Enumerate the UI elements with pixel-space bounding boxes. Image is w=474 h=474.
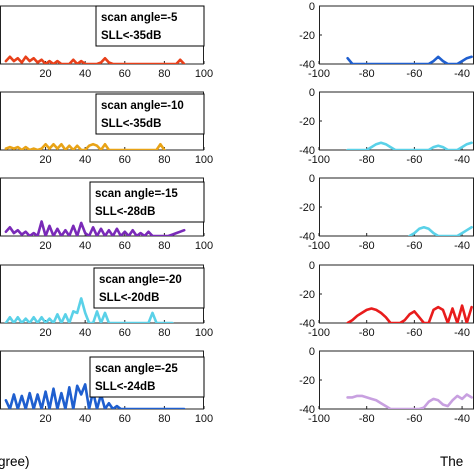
annotation-scan-angle: scan angle=-5: [101, 12, 178, 24]
annotation-box: [93, 267, 205, 309]
y-tick-label: -40: [299, 59, 315, 71]
x-tick-label: -80: [359, 154, 375, 166]
x-tick-label: 80: [158, 154, 170, 166]
y-tick-label: -40: [299, 404, 315, 416]
x-tick-label: -80: [359, 68, 375, 80]
x-tick-label: 60: [119, 327, 131, 339]
series-line: [346, 141, 473, 150]
x-tick-label: -100: [308, 327, 330, 339]
annotation-sll: SLL<-35dB: [101, 118, 161, 130]
annotation-box: [95, 93, 205, 135]
chart-panel-right-1: -100 -80 -60 -40 0 -20 -40: [299, 1, 474, 80]
series-line: [408, 226, 473, 236]
x-tick-label: 60: [119, 68, 131, 80]
x-tick-label: -80: [359, 413, 375, 425]
y-tick-label: -40: [299, 318, 315, 330]
x-tick-label: 60: [119, 240, 131, 252]
x-tick-label: 80: [158, 240, 170, 252]
x-tick-label: 80: [158, 327, 170, 339]
x-tick-label: -40: [454, 413, 470, 425]
x-tick-label: -40: [454, 68, 470, 80]
x-tick-label: -40: [454, 154, 470, 166]
series-line: [4, 142, 166, 150]
series-line: [346, 55, 473, 64]
x-tick-label: -100: [308, 240, 330, 252]
chart-panel-left-1: 20 40 60 80 100 scan angle=-5 SLL<-35dB: [0, 5, 213, 80]
y-tick-label: 0: [309, 173, 315, 185]
chart-panel-right-4: -100 -80 -60 -40 0 -20 -40: [299, 260, 474, 339]
annotation-box: [89, 181, 205, 223]
x-tick-label: 100: [195, 154, 213, 166]
x-tick-label: 20: [39, 240, 51, 252]
y-tick-label: -40: [299, 145, 315, 157]
series-line: [346, 304, 473, 323]
annotation-scan-angle: scan angle=-20: [99, 274, 182, 286]
annotation-box: [95, 5, 205, 47]
series-line: [346, 393, 473, 409]
annotation-sll: SLL<-28dB: [95, 206, 155, 218]
y-tick-label: -20: [299, 116, 315, 128]
x-tick-label: 100: [195, 68, 213, 80]
x-tick-label: 40: [79, 413, 91, 425]
series-line: [4, 220, 186, 236]
annotation-scan-angle: scan angle=-15: [95, 188, 178, 200]
x-tick-label: 40: [79, 327, 91, 339]
x-tick-label: -60: [406, 240, 422, 252]
x-tick-label: 80: [158, 413, 170, 425]
chart-panel-left-3: 20 40 60 80 100 scan angle=-15 SLL<-28dB: [0, 177, 213, 252]
x-tick-label: -60: [406, 327, 422, 339]
y-tick-label: -20: [299, 30, 315, 42]
x-tick-label: 40: [79, 154, 91, 166]
chart-panel-right-5: -100 -80 -60 -40 0 -20 -40: [299, 346, 474, 425]
series-line: [4, 297, 174, 323]
series-line: [4, 383, 186, 409]
annotation-scan-angle: scan angle=-10: [101, 100, 184, 112]
x-tick-label: 40: [79, 240, 91, 252]
x-tick-label: 100: [195, 240, 213, 252]
x-tick-label: 100: [195, 413, 213, 425]
x-tick-label: -100: [308, 413, 330, 425]
x-tick-label: 80: [158, 68, 170, 80]
annotation-sll: SLL<-35dB: [101, 30, 161, 42]
chart-panel-right-2: -100 -80 -60 -40 0 -20 -40: [299, 87, 474, 166]
x-tick-label: 20: [39, 68, 51, 80]
x-tick-label: -60: [406, 154, 422, 166]
x-tick-label: -80: [359, 240, 375, 252]
x-tick-label: -100: [308, 154, 330, 166]
right-x-axis-label: The: [440, 454, 463, 469]
x-tick-label: 40: [79, 68, 91, 80]
chart-panel-left-2: 20 40 60 80 100 scan angle=-10 SLL<-35dB: [0, 91, 213, 166]
annotation-box: [89, 356, 205, 398]
y-tick-label: -20: [299, 202, 315, 214]
annotation-sll: SLL<-24dB: [95, 381, 155, 393]
x-tick-label: 20: [39, 154, 51, 166]
x-tick-label: -60: [406, 413, 422, 425]
chart-panel-left-5: 20 40 60 80 100 scan angle=-25 SLL<-24dB: [0, 350, 213, 425]
y-tick-label: 0: [309, 87, 315, 99]
annotation-scan-angle: scan angle=-25: [95, 363, 178, 375]
y-tick-label: 0: [309, 1, 315, 13]
y-tick-label: 0: [309, 260, 315, 272]
chart-panel-right-3: -100 -80 -60 -40 0 -20 -40: [299, 173, 474, 252]
x-tick-label: 20: [39, 327, 51, 339]
x-tick-label: -80: [359, 327, 375, 339]
annotation-sll: SLL<-20dB: [99, 292, 159, 304]
chart-panel-left-4: 20 40 60 80 100 scan angle=-20 SLL<-20dB: [0, 264, 213, 339]
x-tick-label: -40: [454, 327, 470, 339]
y-tick-label: 0: [309, 346, 315, 358]
y-tick-label: -20: [299, 375, 315, 387]
y-tick-label: -40: [299, 231, 315, 243]
charts-layer: 20 40 60 80 100 scan angle=-5 SLL<-35dB 20 40 60 8…: [0, 1, 474, 425]
x-tick-label: 100: [195, 327, 213, 339]
y-tick-label: -20: [299, 289, 315, 301]
x-tick-label: -60: [406, 68, 422, 80]
x-tick-label: -40: [454, 240, 470, 252]
x-tick-label: 60: [119, 413, 131, 425]
left-x-axis-label: gree): [0, 454, 30, 469]
series-line: [4, 55, 186, 64]
x-tick-label: -100: [308, 68, 330, 80]
x-tick-label: 20: [39, 413, 51, 425]
x-tick-label: 60: [119, 154, 131, 166]
